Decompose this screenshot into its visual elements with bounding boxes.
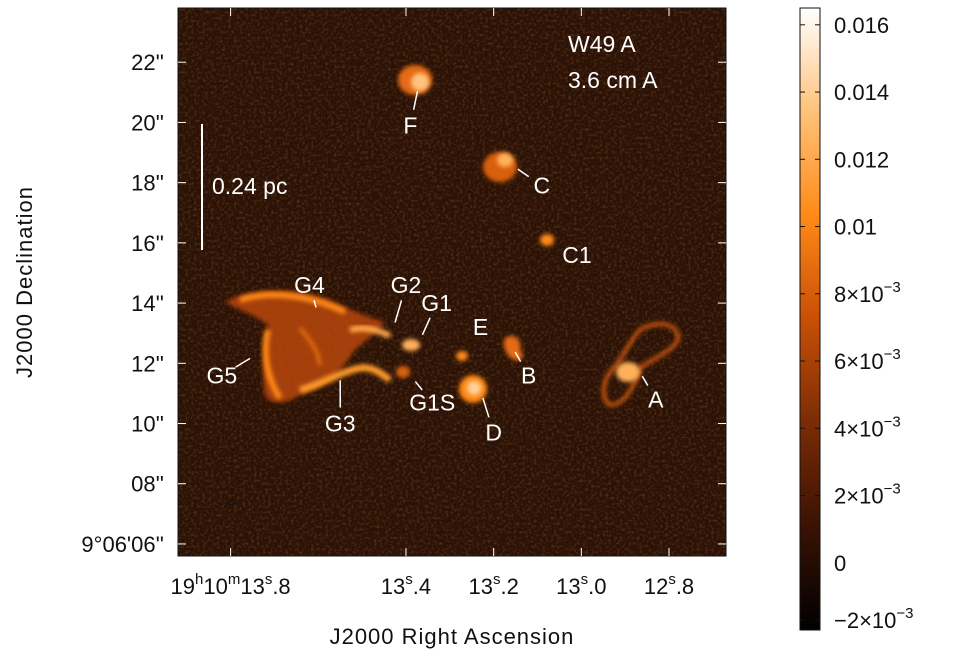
y-axis-ticks: 9°06'06'' 08'' 10'' 12'' 14'' 16'' 18'' 20'' 22'… (81, 50, 726, 557)
source-d-leader (482, 397, 490, 418)
source-g1s-leader (414, 381, 423, 391)
colorbar-tick-label: 0.012 (834, 147, 889, 172)
colorbar-tick-label: 0.01 (834, 215, 877, 240)
colorbar-tick-label: 6×10−3 (834, 346, 901, 374)
colorbar-tick-label: 4×10−3 (834, 413, 901, 441)
y-tick-label: 9°06'06'' (81, 532, 164, 557)
y-tick-label: 16'' (131, 231, 164, 256)
g5-ridge (262, 329, 283, 400)
source-c-peak (497, 153, 513, 167)
colorbar-tick-label: 0 (834, 551, 846, 576)
source-label-a: A (648, 386, 664, 412)
image-title-line-1: W49 A (568, 31, 636, 57)
source-a-peak (616, 362, 640, 382)
g2-ridge (349, 325, 392, 339)
y-tick-label: 20'' (131, 110, 164, 135)
source-label-g1s: G1S (409, 389, 455, 415)
source-label-g3: G3 (325, 411, 356, 437)
source-label-b: B (521, 362, 536, 388)
colorbar-tick-label: 0.016 (834, 13, 889, 38)
source-f-peak (411, 73, 429, 91)
colorbar-tick-label: 2×10−3 (834, 481, 901, 509)
y-tick-label: 12'' (131, 351, 164, 376)
x-tick-label: 12s.8 (644, 571, 694, 599)
source-c1-emission (540, 234, 554, 246)
source-label-g1: G1 (421, 290, 452, 316)
colorbar-tick-label: −2×10−3 (834, 605, 914, 633)
g5-g4-extended-emission (225, 290, 385, 403)
y-tick-label: 10'' (131, 412, 164, 437)
image-title-line-2: 3.6 cm A (568, 67, 658, 93)
colorbar: 0.016 0.014 0.012 0.01 8×10−3 6×10−3 4×10−3 2×1… (799, 7, 914, 633)
source-f-leader (412, 90, 419, 110)
source-label-e: E (473, 314, 488, 340)
g-arc-inner (298, 326, 322, 366)
source-g2-leader (394, 300, 403, 323)
source-label-g2: G2 (391, 272, 422, 298)
x-axis-title: J2000 Right Ascension (330, 624, 575, 649)
image-frame (177, 7, 727, 557)
source-a-shell (601, 321, 681, 408)
source-label-g4: G4 (294, 272, 325, 298)
source-b-emission (504, 335, 523, 361)
source-label-c1: C1 (562, 242, 591, 268)
x-tick-label: 19h10m13s.8 (171, 571, 291, 599)
colorbar-tick-label: 0.014 (834, 80, 889, 105)
beam-ellipse (227, 499, 235, 505)
source-g4-leader (313, 300, 317, 308)
y-axis-title: J2000 Declination (12, 186, 37, 378)
image-noise-texture (178, 8, 726, 556)
colorbar-tick-label: 8×10−3 (834, 279, 901, 307)
x-tick-label: 13s.2 (468, 571, 518, 599)
source-c-leader (517, 168, 530, 178)
source-d-peak (467, 381, 481, 395)
x-tick-label: 13s.4 (381, 571, 431, 599)
emission-structures (225, 65, 681, 408)
source-label-d: D (485, 420, 502, 446)
y-tick-label: 22'' (131, 50, 164, 75)
colorbar-gradient (799, 7, 821, 631)
y-tick-label: 18'' (131, 171, 164, 196)
colorbar-ticks: 0.016 0.014 0.012 0.01 8×10−3 6×10−3 4×10−3 2×1… (800, 13, 914, 633)
x-tick-label: 13s.0 (556, 571, 606, 599)
source-label-f: F (403, 112, 417, 138)
g1s-peak (396, 366, 410, 378)
scale-bar-label: 0.24 pc (212, 173, 287, 199)
source-label-g5: G5 (206, 362, 237, 388)
source-b-leader (514, 351, 522, 362)
source-g1-leader (421, 317, 431, 336)
source-e-emission (456, 351, 468, 361)
g1-peak (402, 339, 420, 351)
source-label-c: C (534, 173, 551, 199)
g4-ridge (239, 291, 347, 315)
source-a-leader (641, 375, 649, 386)
source-g5-leader (235, 357, 251, 368)
g3-ridge (299, 364, 393, 394)
y-tick-label: 08'' (131, 472, 164, 497)
y-tick-label: 14'' (131, 291, 164, 316)
x-axis-ticks: 19h10m13s.8 13s.4 13s.2 13s.0 12s.8 (171, 8, 694, 599)
